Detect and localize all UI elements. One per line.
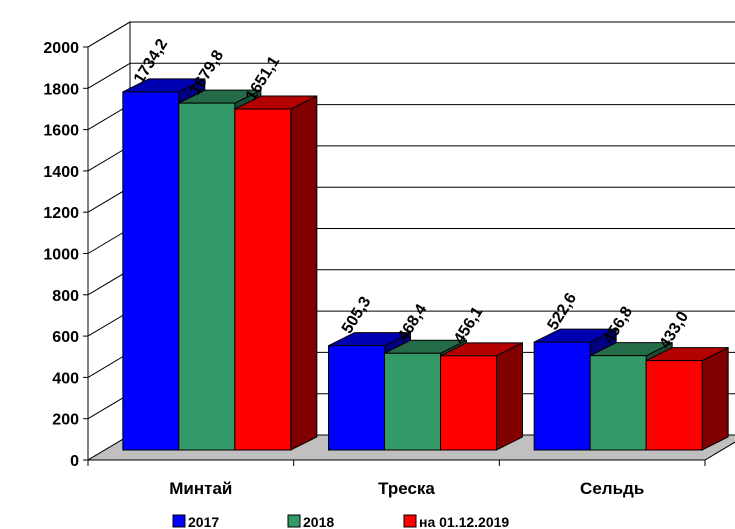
bar <box>533 341 591 451</box>
legend: 2017 2018 на 01.12.2019 <box>172 514 509 529</box>
y-tick-label: 1800 <box>43 81 79 98</box>
bar <box>384 352 441 451</box>
y-tick-label: 800 <box>52 288 79 305</box>
legend-swatch <box>172 514 186 528</box>
legend-label: 2017 <box>188 514 219 529</box>
x-category-label: Минтай <box>169 479 232 498</box>
y-tick-label: 1600 <box>43 123 79 140</box>
bar-side <box>496 342 523 451</box>
y-tick-label: 1000 <box>43 247 79 264</box>
x-category-label: Сельдь <box>580 479 644 498</box>
y-tick-label: 0 <box>70 453 79 470</box>
bar <box>234 108 292 451</box>
gridline-side <box>87 21 131 48</box>
bars <box>122 78 729 451</box>
bar <box>645 360 703 451</box>
gridline-side <box>87 62 131 89</box>
y-tick-label: 200 <box>52 412 79 429</box>
bar-side <box>290 95 318 451</box>
y-tick-label: 1400 <box>43 164 79 181</box>
bar <box>178 102 236 451</box>
bar <box>589 355 647 451</box>
legend-swatch <box>287 514 301 528</box>
y-tick-label: 2000 <box>43 40 79 57</box>
legend-label: 2018 <box>303 514 334 529</box>
x-category-label: Треска <box>378 479 435 498</box>
bar <box>122 91 180 451</box>
bar <box>328 345 385 451</box>
axes: 0 200 400 600 800 1000 1200 1400 1600 1800 2000 Мин… <box>43 40 706 498</box>
bar <box>440 355 497 451</box>
bar-side <box>701 346 729 451</box>
legend-label: на 01.12.2019 <box>419 514 509 529</box>
y-tick-label: 400 <box>52 370 79 387</box>
y-tick-label: 600 <box>52 329 79 346</box>
legend-swatch <box>403 514 417 528</box>
y-tick-label: 1200 <box>43 205 79 222</box>
